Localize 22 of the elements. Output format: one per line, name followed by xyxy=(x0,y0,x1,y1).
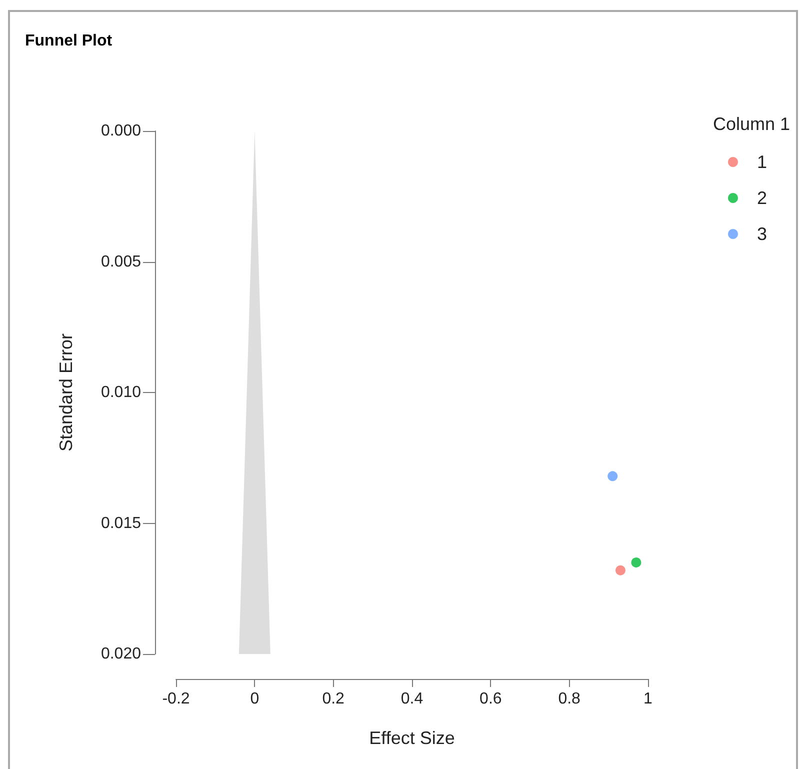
x-tick-label: 0.4 xyxy=(400,690,424,708)
legend-label: 2 xyxy=(756,188,768,208)
x-tick-label: 0.6 xyxy=(480,690,502,708)
y-tick-label: 0.015 xyxy=(100,514,142,532)
point xyxy=(631,557,642,568)
y-tick-label: 0.005 xyxy=(100,253,142,270)
legend-label: 3 xyxy=(756,224,768,244)
y-axis-title: Standard Error xyxy=(56,333,76,452)
x-tick-label: 0 xyxy=(250,690,260,708)
legend-title: Column 1 xyxy=(712,114,790,134)
y-tick-label: 0.000 xyxy=(100,122,142,140)
point xyxy=(615,565,626,576)
y-tick-label: 0.010 xyxy=(100,384,142,401)
x-tick-label: 1 xyxy=(644,690,653,708)
chart-title: Funnel Plot xyxy=(25,32,113,50)
x-tick-label: 0.2 xyxy=(322,690,345,708)
y-tick-label: 0.020 xyxy=(100,646,142,662)
point xyxy=(608,471,618,482)
legend-label: 1 xyxy=(756,152,768,172)
x-tick-label: -0.2 xyxy=(162,690,190,708)
x-axis-title: Effect Size xyxy=(369,728,455,748)
x-tick-label: 0.8 xyxy=(558,690,581,708)
